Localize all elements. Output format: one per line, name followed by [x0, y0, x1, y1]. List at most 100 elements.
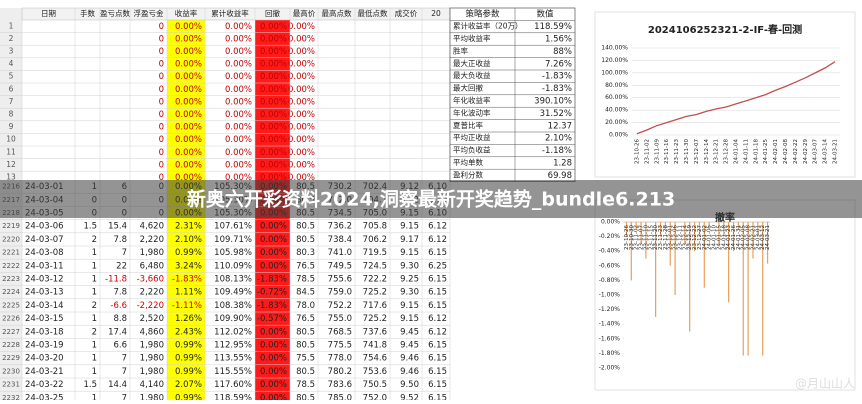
cell: 0.00%	[288, 148, 315, 158]
cell: 7	[122, 367, 127, 377]
cell: 9.15	[400, 248, 419, 258]
column-header: 累计收益率	[211, 8, 249, 18]
cell: 717.6	[363, 301, 387, 311]
cell: 6,480	[140, 261, 164, 271]
cell: 783.6	[328, 380, 352, 390]
cell: 778.0	[328, 354, 352, 364]
drawdown-bar	[640, 222, 642, 244]
x-tick-label: 23-11-23	[658, 225, 664, 250]
x-tick-label: 24-01-23	[726, 225, 732, 250]
x-tick-label: 24-02-08	[783, 139, 789, 164]
stats-label: 平均收益率	[453, 33, 491, 43]
cell: 9.30	[400, 288, 419, 298]
cell: 0.99%	[175, 354, 202, 364]
cell: 6.15	[428, 354, 447, 364]
cell: 785.0	[328, 393, 352, 400]
x-tick-label: 23-11-30	[684, 139, 690, 164]
drawdown-bar	[664, 222, 666, 230]
cell: 0.00%	[288, 173, 315, 183]
x-tick-label: 23-12-14	[682, 225, 688, 250]
cell: 0.00%	[175, 72, 202, 82]
cell: 2.43%	[175, 327, 202, 337]
cell: 118.59%	[214, 393, 252, 400]
cell: -6.6	[110, 301, 127, 311]
drawdown-bar	[689, 222, 691, 332]
cell: 0.00%	[288, 160, 315, 170]
row-number: 13	[6, 173, 16, 182]
cell: 0.00%	[175, 22, 202, 32]
cell: 738.4	[328, 235, 352, 245]
x-tick-label: 23-11-02	[634, 225, 640, 250]
cell: 80.5	[296, 222, 315, 232]
cell: 0.00%	[225, 160, 252, 170]
cell: 0	[159, 97, 164, 107]
cell: 0.00%	[260, 47, 287, 57]
cell: 76.5	[296, 314, 315, 324]
x-tick-label: 23-11-15	[648, 225, 654, 250]
cell: 78.5	[296, 380, 315, 390]
x-tick-label: 24-01-10	[712, 225, 718, 250]
cell: 2.31%	[175, 222, 202, 232]
cell: 1.26%	[175, 314, 202, 324]
x-tick-label: 24-01-18	[753, 139, 759, 164]
cell: 719.5	[363, 248, 387, 258]
x-tick-label: 24-02-29	[803, 139, 809, 164]
cell: 2	[92, 301, 97, 311]
cell: 1	[92, 261, 97, 271]
row-number: 6	[9, 84, 14, 93]
cell: -1.83%	[257, 275, 287, 285]
cell: 0.00%	[288, 123, 315, 133]
cell: 0.00%	[175, 110, 202, 120]
stats-label: 平均单数	[453, 157, 483, 167]
cell: 0.00%	[175, 47, 202, 57]
stats-value: 88%	[553, 47, 572, 57]
cell: 6.12	[428, 235, 447, 245]
cell: 0.00%	[225, 135, 252, 145]
cell: 6.15	[428, 301, 447, 311]
cell: 6.15	[428, 275, 447, 285]
cell: 15.4	[108, 222, 127, 232]
y-tick-label: 0.00%	[609, 132, 628, 139]
x-tick-label: 23-11-16	[664, 139, 670, 164]
x-tick-label: 23-10-26	[634, 139, 640, 164]
cell: 741.8	[363, 341, 387, 351]
cell: 0.99%	[175, 393, 202, 400]
cell: 24-03-14	[25, 301, 64, 311]
cell: 1.5	[83, 222, 97, 232]
cell: 755.0	[328, 314, 352, 324]
cell: 1	[92, 367, 97, 377]
stats-label: 年化收益率	[453, 95, 491, 105]
stats-label: 累计收益率（20万）	[453, 21, 523, 31]
row-number: 2231	[2, 381, 20, 389]
cell: 1,980	[140, 341, 164, 351]
column-header: 最低点数	[358, 8, 388, 18]
cell: 105.98%	[214, 248, 252, 258]
cell: 0.00%	[175, 148, 202, 158]
row-number-column	[0, 180, 22, 400]
drawdown-bar	[766, 222, 769, 264]
drawdown-bar	[723, 222, 725, 237]
cell: 0.99%	[175, 248, 202, 258]
cell: 0	[159, 135, 164, 145]
y-tick-label: -0.20%	[599, 233, 621, 240]
cell: 0.00%	[225, 22, 252, 32]
cell: 1	[92, 393, 97, 400]
cell: 6.6	[113, 341, 127, 351]
x-tick-label: 24-01-05	[707, 225, 713, 250]
x-tick-label: 24-01-25	[763, 139, 769, 164]
banner-text: 新奥六开彩资料2024,洞察最新开奖趋势_bundle6.213	[187, 188, 675, 211]
cell: -1.83%	[257, 301, 287, 311]
stats-label: 年化波动率	[453, 107, 491, 117]
equity-line	[636, 61, 836, 135]
column-header: 日期	[41, 9, 56, 18]
drawdown-bar	[635, 222, 637, 230]
cell: 6.25	[428, 261, 447, 271]
drawdown-bar	[737, 222, 739, 230]
cell: 6.12	[428, 327, 447, 337]
stats-value: 31.52%	[540, 109, 572, 119]
cell: 0.00%	[260, 34, 287, 44]
cell: 107.61%	[214, 222, 252, 232]
cell: 0	[159, 123, 164, 133]
stats-label: 平均正收益	[453, 132, 491, 142]
